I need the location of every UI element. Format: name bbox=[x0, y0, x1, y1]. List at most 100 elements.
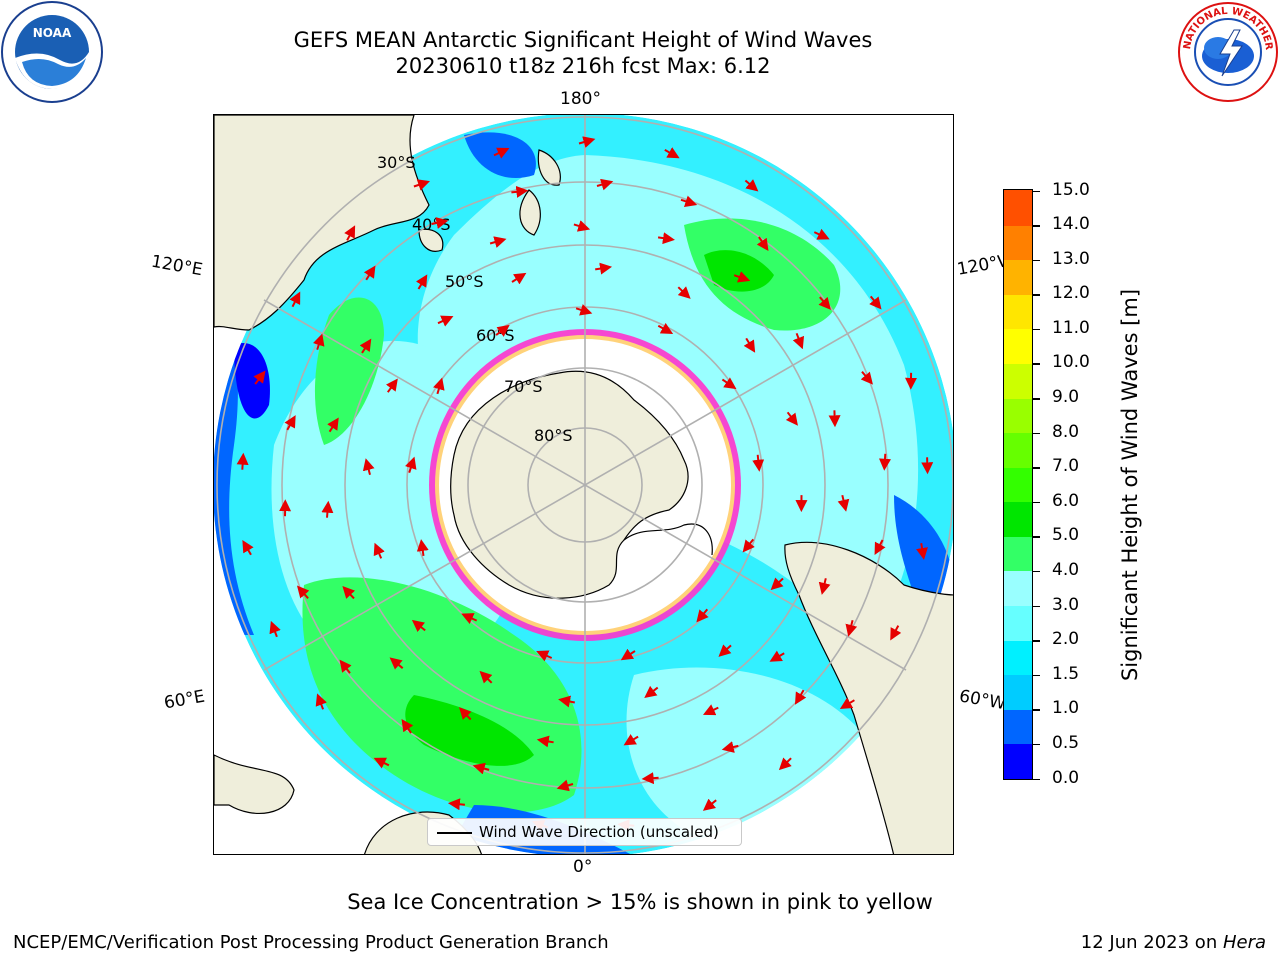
wind-wave-arrow bbox=[702, 798, 717, 811]
colorbar-tick-label: 0.5 bbox=[1052, 732, 1080, 753]
wind-wave-arrow bbox=[644, 685, 659, 698]
wind-wave-arrow bbox=[573, 220, 591, 232]
antarctica bbox=[450, 370, 689, 599]
wind-wave-arrow bbox=[413, 179, 430, 191]
colorbar-label: Significant Height of Wind Waves [m] bbox=[1118, 288, 1142, 682]
wind-wave-arrow bbox=[575, 304, 593, 316]
wind-wave-arrow bbox=[373, 757, 390, 769]
footer-date-text: 12 Jun 2023 on bbox=[1080, 932, 1223, 953]
polar-map: 30°S 40°S 50°S 60°S 70°S 80°S bbox=[214, 115, 953, 854]
svg-text:NOAA: NOAA bbox=[33, 26, 72, 40]
colorbar-segment bbox=[1004, 709, 1032, 745]
wind-wave-arrow bbox=[596, 178, 614, 191]
colorbar bbox=[1003, 189, 1033, 780]
wind-wave-arrow bbox=[813, 228, 830, 240]
colorbar-tick-label: 13.0 bbox=[1052, 248, 1090, 269]
footer-credit: NCEP/EMC/Verification Post Processing Pr… bbox=[13, 932, 609, 953]
wind-wave-arrow bbox=[733, 271, 751, 283]
meridian-label-60w: 60°W bbox=[957, 686, 1005, 714]
lat-label-70: 70°S bbox=[504, 377, 543, 396]
lat-label-30: 30°S bbox=[377, 153, 416, 172]
colorbar-tick-label: 15.0 bbox=[1052, 179, 1090, 200]
wind-wave-arrow bbox=[359, 338, 372, 354]
colorbar-segment bbox=[1004, 674, 1032, 710]
lat-label-50: 50°S bbox=[445, 272, 484, 291]
wind-wave-arrow bbox=[489, 236, 507, 248]
wind-wave-arrow bbox=[327, 417, 339, 433]
wind-wave-arrow bbox=[385, 378, 398, 393]
wind-wave-arrow bbox=[461, 613, 478, 625]
colorbar-segment bbox=[1004, 501, 1032, 537]
sea-ice-note: Sea Ice Concentration > 15% is shown in … bbox=[347, 890, 933, 914]
wind-wave-arrow bbox=[769, 650, 785, 662]
colorbar-tick-label: 5.0 bbox=[1052, 525, 1080, 546]
wind-wave-arrow bbox=[702, 704, 719, 716]
wind-wave-arrow bbox=[289, 291, 301, 308]
legend-line-sample bbox=[437, 832, 472, 834]
colorbar-tick-mark bbox=[1033, 432, 1040, 435]
colorbar-tick-label: 2.0 bbox=[1052, 629, 1080, 650]
wind-wave-arrow bbox=[756, 236, 769, 252]
legend-label: Wind Wave Direction (unscaled) bbox=[479, 823, 719, 841]
colorbar-tick-label: 7.0 bbox=[1052, 456, 1080, 477]
lat-label-80: 80°S bbox=[534, 426, 573, 445]
wind-wave-arrow bbox=[721, 741, 739, 753]
lat-label-40: 40°S bbox=[412, 215, 451, 234]
colorbar-tick-mark bbox=[1033, 328, 1040, 331]
graticule bbox=[216, 115, 953, 854]
colorbar-segment bbox=[1004, 294, 1032, 330]
wind-wave-arrow bbox=[536, 735, 554, 748]
colorbar-tick-mark bbox=[1033, 363, 1040, 365]
wind-wave-arrow bbox=[744, 179, 759, 192]
wind-wave-arrow bbox=[401, 718, 414, 734]
colorbar-tick-label: 1.0 bbox=[1052, 698, 1080, 719]
wind-wave-arrow bbox=[321, 500, 334, 518]
colorbar-tick-mark bbox=[1033, 398, 1040, 400]
wind-wave-arrow bbox=[253, 370, 266, 385]
wind-wave-arrow bbox=[405, 456, 417, 474]
colorbar-tick-label: 0.0 bbox=[1052, 767, 1080, 788]
footer-date: 12 Jun 2023 on Hera bbox=[1081, 932, 1266, 953]
wind-wave-arrow bbox=[433, 377, 445, 395]
map-panel: 30°S 40°S 50°S 60°S 70°S 80°S bbox=[213, 114, 954, 855]
meridian-label-120e: 120°E bbox=[149, 251, 205, 281]
wind-wave-arrow bbox=[657, 322, 674, 335]
wind-wave-arrow bbox=[860, 371, 873, 385]
wind-wave-arrow bbox=[792, 332, 805, 350]
nws-logo: NATIONAL WEATHER SERVICE bbox=[1176, 0, 1278, 102]
wind-wave-arrow bbox=[696, 608, 709, 623]
chart-subtitle: 20230610 t18z 216h fcst Max: 6.12 bbox=[395, 54, 771, 78]
wind-wave-arrow bbox=[874, 539, 886, 555]
wind-wave-arrow bbox=[315, 693, 327, 710]
wind-wave-arrow bbox=[431, 217, 449, 229]
wind-wave-arrow bbox=[818, 296, 831, 310]
wind-wave-arrow bbox=[362, 458, 375, 475]
wind-wave-arrow bbox=[752, 454, 765, 472]
meridian-label-180: 180° bbox=[560, 89, 601, 109]
wind-wave-arrow bbox=[511, 272, 527, 285]
wind-wave-arrow bbox=[680, 195, 698, 208]
wind-wave-arrow bbox=[296, 585, 310, 599]
colorbar-tick-mark bbox=[1033, 225, 1040, 227]
meridian-label-0: 0° bbox=[573, 857, 593, 877]
colorbar-tick-label: 10.0 bbox=[1052, 352, 1090, 373]
wind-wave-arrow bbox=[839, 697, 855, 710]
wind-wave-arrow bbox=[493, 147, 510, 159]
wind-wave-arrow bbox=[556, 779, 574, 792]
colorbar-tick-mark bbox=[1033, 605, 1040, 608]
wind-wave-arrow bbox=[447, 798, 465, 811]
colorbar-tick-mark bbox=[1033, 570, 1040, 573]
wind-wave-arrow bbox=[344, 225, 356, 241]
colorbar-tick-mark bbox=[1033, 501, 1040, 504]
colorbar-tick-mark bbox=[1033, 778, 1040, 780]
wind-wave-arrow bbox=[664, 147, 680, 159]
colorbar-segment bbox=[1004, 570, 1032, 607]
colorbar-tick-label: 1.5 bbox=[1052, 663, 1080, 684]
wind-wave-arrow bbox=[721, 377, 737, 390]
wind-wave-arrow bbox=[778, 757, 792, 771]
map-legend: Wind Wave Direction (unscaled) bbox=[427, 818, 742, 846]
wind-wave-arrow bbox=[269, 620, 281, 638]
wind-wave-arrow bbox=[620, 648, 636, 661]
colorbar-tick-mark bbox=[1033, 294, 1040, 296]
wind-wave-arrow bbox=[536, 650, 553, 662]
